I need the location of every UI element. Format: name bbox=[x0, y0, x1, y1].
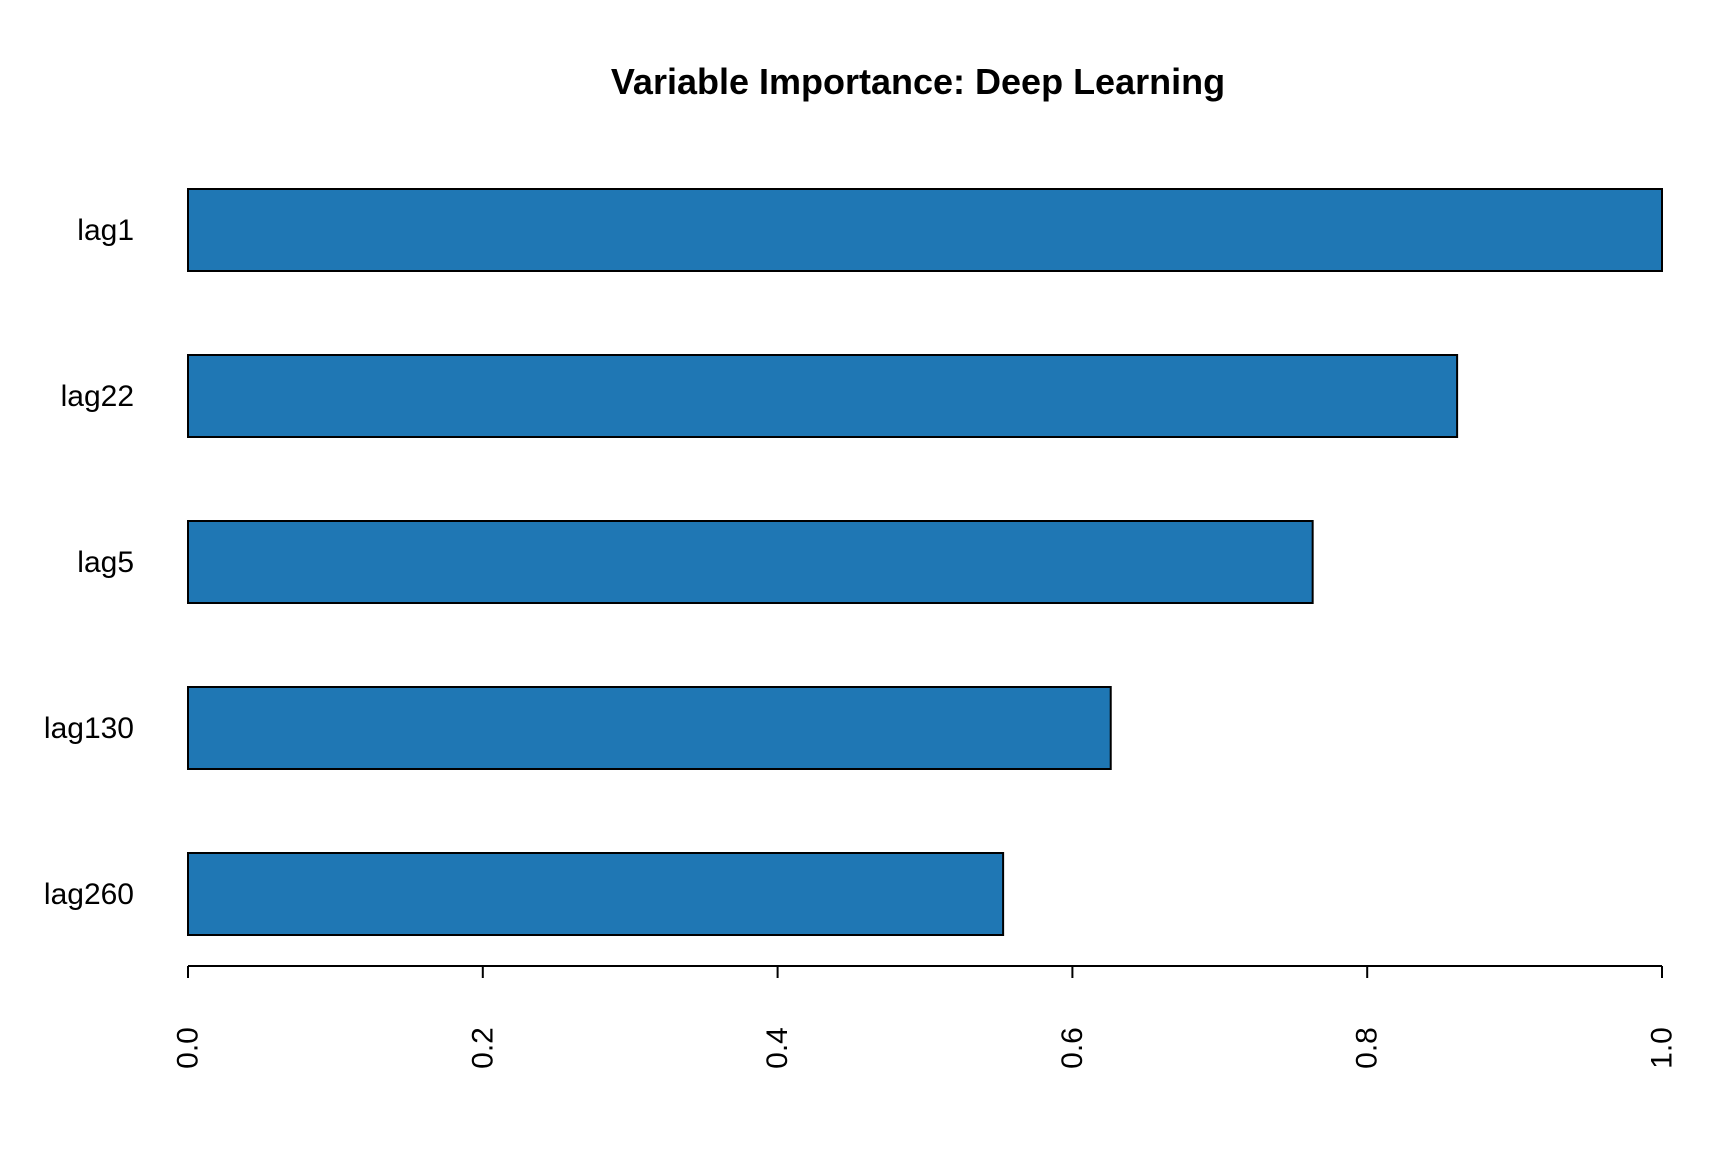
x-tick-label: 0.6 bbox=[1056, 1027, 1089, 1069]
chart-title: Variable Importance: Deep Learning bbox=[611, 61, 1225, 102]
bar-lag1 bbox=[187, 188, 1663, 272]
x-axis: 0.0 0.2 0.4 0.6 0.8 1.0 bbox=[172, 965, 1679, 1069]
category-label-lag130: lag130 bbox=[44, 712, 134, 745]
x-tick-label: 0.4 bbox=[761, 1027, 794, 1069]
category-label-lag1: lag1 bbox=[77, 214, 134, 247]
x-tick-label: 0.2 bbox=[466, 1027, 499, 1069]
bar-lag22 bbox=[187, 354, 1459, 438]
bar-lag5 bbox=[187, 520, 1314, 604]
x-tick-label: 0.8 bbox=[1351, 1027, 1384, 1069]
category-label-lag22: lag22 bbox=[61, 380, 134, 413]
bar-lag130 bbox=[187, 686, 1112, 770]
category-label-lag260: lag260 bbox=[44, 878, 134, 911]
x-tick-label: 0.0 bbox=[172, 1027, 205, 1069]
category-label-lag5: lag5 bbox=[77, 546, 134, 579]
x-tick-label: 1.0 bbox=[1646, 1027, 1679, 1069]
bar-lag260 bbox=[187, 852, 1005, 936]
category-labels: lag1 lag22 lag5 lag130 lag260 bbox=[44, 214, 134, 911]
bars-group bbox=[187, 188, 1663, 936]
